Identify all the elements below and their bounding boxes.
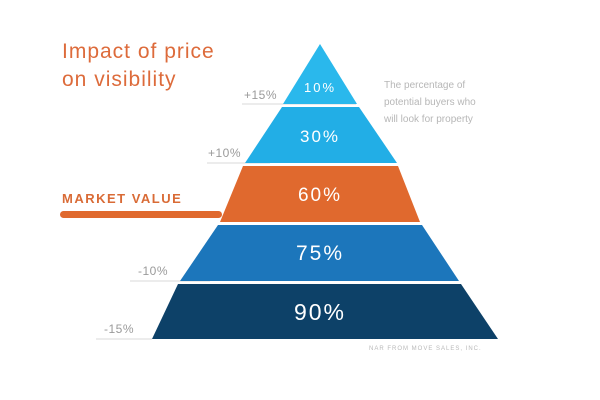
tier-value-2: 30% bbox=[300, 127, 340, 146]
market-value-bar bbox=[60, 211, 222, 218]
tier-value-4: 75% bbox=[296, 242, 344, 265]
pyramid-tier-75 bbox=[180, 225, 459, 281]
tier-value-5: 90% bbox=[294, 299, 346, 325]
side-label-plus-10: +10% bbox=[208, 146, 242, 160]
pyramid-tier-30 bbox=[245, 107, 397, 163]
side-label-minus-10: -10% bbox=[138, 264, 169, 278]
infographic-title: Impact of price on visibility bbox=[62, 38, 215, 94]
pyramid-tier-10 bbox=[283, 44, 357, 104]
caption-line-1: The percentage of bbox=[384, 80, 466, 91]
title-line-1: Impact of price bbox=[62, 40, 215, 63]
pyramid-tier-90 bbox=[152, 284, 498, 339]
caption-line-2: potential buyers who bbox=[384, 97, 476, 108]
tier-value-3: 60% bbox=[298, 185, 342, 206]
pyramid-caption: The percentage of potential buyers who w… bbox=[384, 77, 514, 128]
title-line-2: on visibility bbox=[62, 68, 177, 91]
source-credit: NAR FROM MOVE SALES, INC. bbox=[369, 346, 482, 352]
caption-line-3: will look for property bbox=[384, 114, 473, 125]
side-label-plus-15: +15% bbox=[244, 88, 278, 102]
pyramid-tier-60 bbox=[220, 166, 420, 222]
tier-value-1: 10% bbox=[304, 80, 336, 95]
market-value-label: MARKET VALUE bbox=[62, 191, 183, 206]
side-label-minus-15: -15% bbox=[104, 322, 135, 336]
